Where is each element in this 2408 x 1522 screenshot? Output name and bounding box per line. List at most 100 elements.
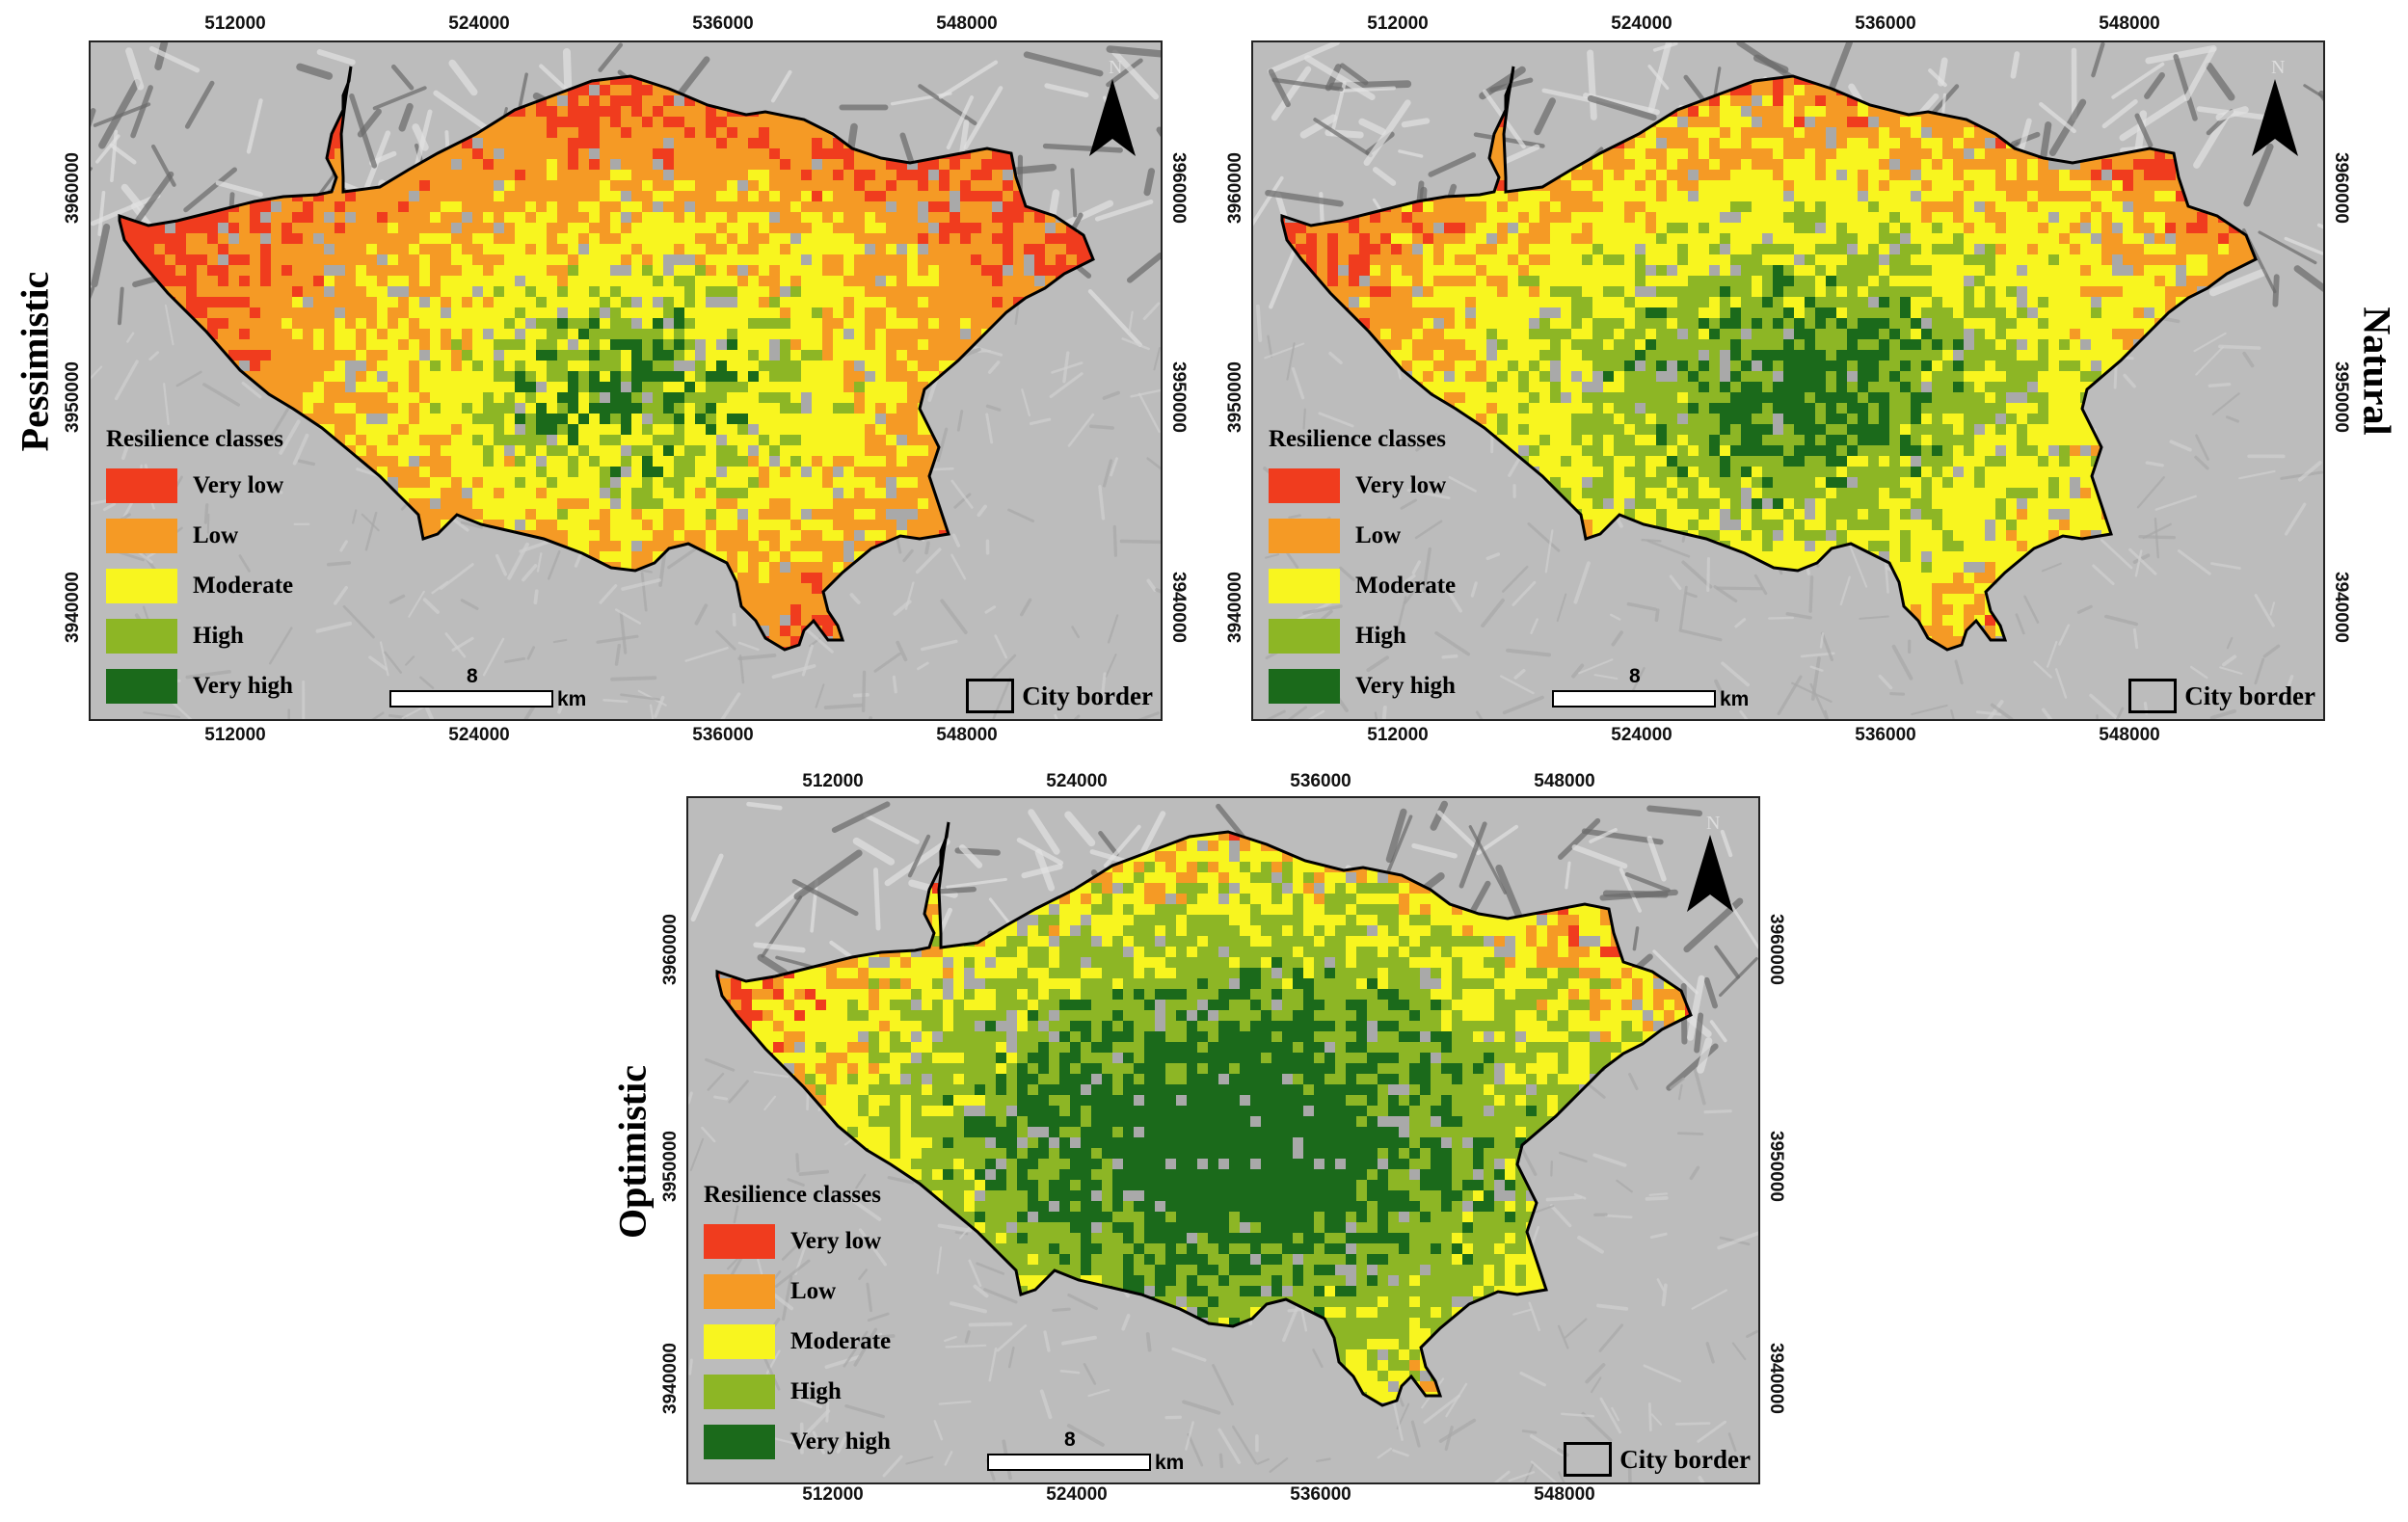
x-tick-top: 548000	[1534, 771, 1595, 791]
x-tick-top: 536000	[1855, 13, 1916, 34]
city-border-label: City border	[2184, 681, 2315, 710]
scale-bar-graphic	[1552, 690, 1716, 708]
map-frame: N Resilience classes Very low Low Modera…	[686, 796, 1760, 1484]
y-tick-left: 3940000	[1225, 572, 1245, 643]
legend-label: Moderate	[790, 1328, 892, 1354]
y-tick-right: 3960000	[2331, 152, 2351, 224]
resilience-map	[91, 42, 1161, 719]
scenario-label: Natural	[2355, 307, 2399, 436]
y-tick-left: 3940000	[660, 1343, 681, 1414]
legend-swatch	[106, 669, 177, 704]
legend-item: Moderate	[704, 1317, 891, 1367]
scale-bar-unit: km	[1155, 1452, 1185, 1474]
y-tick-right: 3950000	[1766, 1131, 1786, 1202]
legend-item: Very high	[1269, 661, 1456, 711]
scale-bar-graphic	[389, 690, 553, 708]
map-frame: N Resilience classes Very low Low Modera…	[1251, 40, 2325, 721]
y-tick-right: 3940000	[1766, 1343, 1786, 1414]
x-tick-bottom: 512000	[204, 725, 266, 745]
scenario-label: Pessimistic	[13, 271, 57, 452]
legend-swatch	[1269, 619, 1340, 654]
legend-item: Low	[106, 511, 293, 561]
north-label: N	[1109, 57, 1122, 78]
x-tick-top: 524000	[1046, 771, 1108, 791]
legend: Resilience classes Very low Low Moderate…	[704, 1182, 891, 1467]
legend-swatch	[704, 1425, 775, 1459]
x-tick-top: 524000	[448, 13, 510, 34]
x-tick-top: 512000	[1367, 13, 1429, 34]
resilience-map	[1253, 42, 2323, 719]
legend-swatch	[106, 468, 177, 503]
x-tick-bottom: 548000	[1534, 1484, 1595, 1505]
legend-swatch	[106, 569, 177, 603]
legend-item: Low	[1269, 511, 1456, 561]
legend-label: Very high	[1355, 673, 1456, 699]
legend-swatch	[704, 1324, 775, 1359]
legend-label: High	[193, 623, 244, 649]
y-tick-right: 3960000	[1766, 914, 1786, 985]
x-tick-top: 524000	[1611, 13, 1672, 34]
scale-bar: 8 km	[1552, 665, 1783, 713]
scale-bar-value: 8	[1629, 665, 1641, 687]
legend-item: Moderate	[1269, 561, 1456, 611]
legend-item: High	[106, 611, 293, 661]
legend-label: Low	[193, 522, 239, 548]
city-border-swatch	[966, 679, 1015, 713]
scale-bar: 8 km	[987, 1429, 1218, 1477]
scale-bar: 8 km	[389, 665, 621, 713]
legend-item: High	[1269, 611, 1456, 661]
north-label: N	[1706, 813, 1720, 834]
legend-item: Moderate	[106, 561, 293, 611]
legend-item: Very high	[704, 1417, 891, 1467]
y-tick-right: 3950000	[2331, 361, 2351, 433]
y-tick-right: 3940000	[2331, 572, 2351, 643]
legend-label: Very high	[193, 673, 293, 699]
x-tick-bottom: 548000	[2099, 725, 2160, 745]
legend-label: High	[1355, 623, 1406, 649]
legend-item: Very low	[1269, 461, 1456, 511]
x-tick-bottom: 524000	[1046, 1484, 1108, 1505]
legend-label: Low	[1355, 522, 1402, 548]
legend-title: Resilience classes	[106, 426, 283, 452]
north-arrow-icon: N	[1681, 808, 1739, 914]
scale-bar-unit: km	[1720, 688, 1750, 710]
x-tick-bottom: 524000	[1611, 725, 1672, 745]
north-arrow-icon: N	[2246, 52, 2304, 158]
north-arrow-icon: N	[1084, 52, 1141, 158]
y-tick-left: 3950000	[63, 361, 83, 433]
x-tick-top: 512000	[802, 771, 864, 791]
scale-bar-unit: km	[557, 688, 587, 710]
x-tick-top: 536000	[692, 13, 754, 34]
x-tick-bottom: 512000	[1367, 725, 1429, 745]
resilience-map	[688, 798, 1758, 1482]
north-label: N	[2271, 57, 2285, 78]
map-panel-optimistic: Optimistic 512000 524000 536000 548000 5…	[598, 761, 1812, 1522]
y-tick-left: 3940000	[63, 572, 83, 643]
legend-item: Low	[704, 1267, 891, 1317]
city-border-swatch	[1564, 1442, 1613, 1477]
legend-swatch	[106, 519, 177, 553]
city-border	[715, 821, 1693, 1407]
legend-label: Very low	[790, 1228, 882, 1254]
x-tick-top: 536000	[1290, 771, 1351, 791]
legend-label: Very high	[790, 1429, 891, 1455]
legend-swatch	[1269, 519, 1340, 553]
legend: Resilience classes Very low Low Moderate…	[1269, 426, 1456, 711]
legend-swatch	[704, 1375, 775, 1409]
legend-item: Very low	[106, 461, 293, 511]
y-tick-left: 3960000	[660, 914, 681, 985]
scale-bar-value: 8	[1064, 1429, 1076, 1451]
scale-bar-graphic	[987, 1454, 1151, 1471]
y-tick-left: 3960000	[1225, 152, 1245, 224]
legend-label: High	[790, 1378, 842, 1404]
city-border-label: City border	[1619, 1444, 1751, 1474]
legend-swatch	[704, 1274, 775, 1309]
scale-bar-value: 8	[467, 665, 478, 687]
legend-title: Resilience classes	[704, 1182, 881, 1208]
city-border	[1280, 66, 2258, 652]
city-border-legend: City border	[966, 679, 1153, 713]
x-tick-bottom: 536000	[692, 725, 754, 745]
city-border-legend: City border	[1564, 1442, 1751, 1477]
legend-swatch	[704, 1224, 775, 1259]
city-border-label: City border	[1022, 681, 1153, 710]
